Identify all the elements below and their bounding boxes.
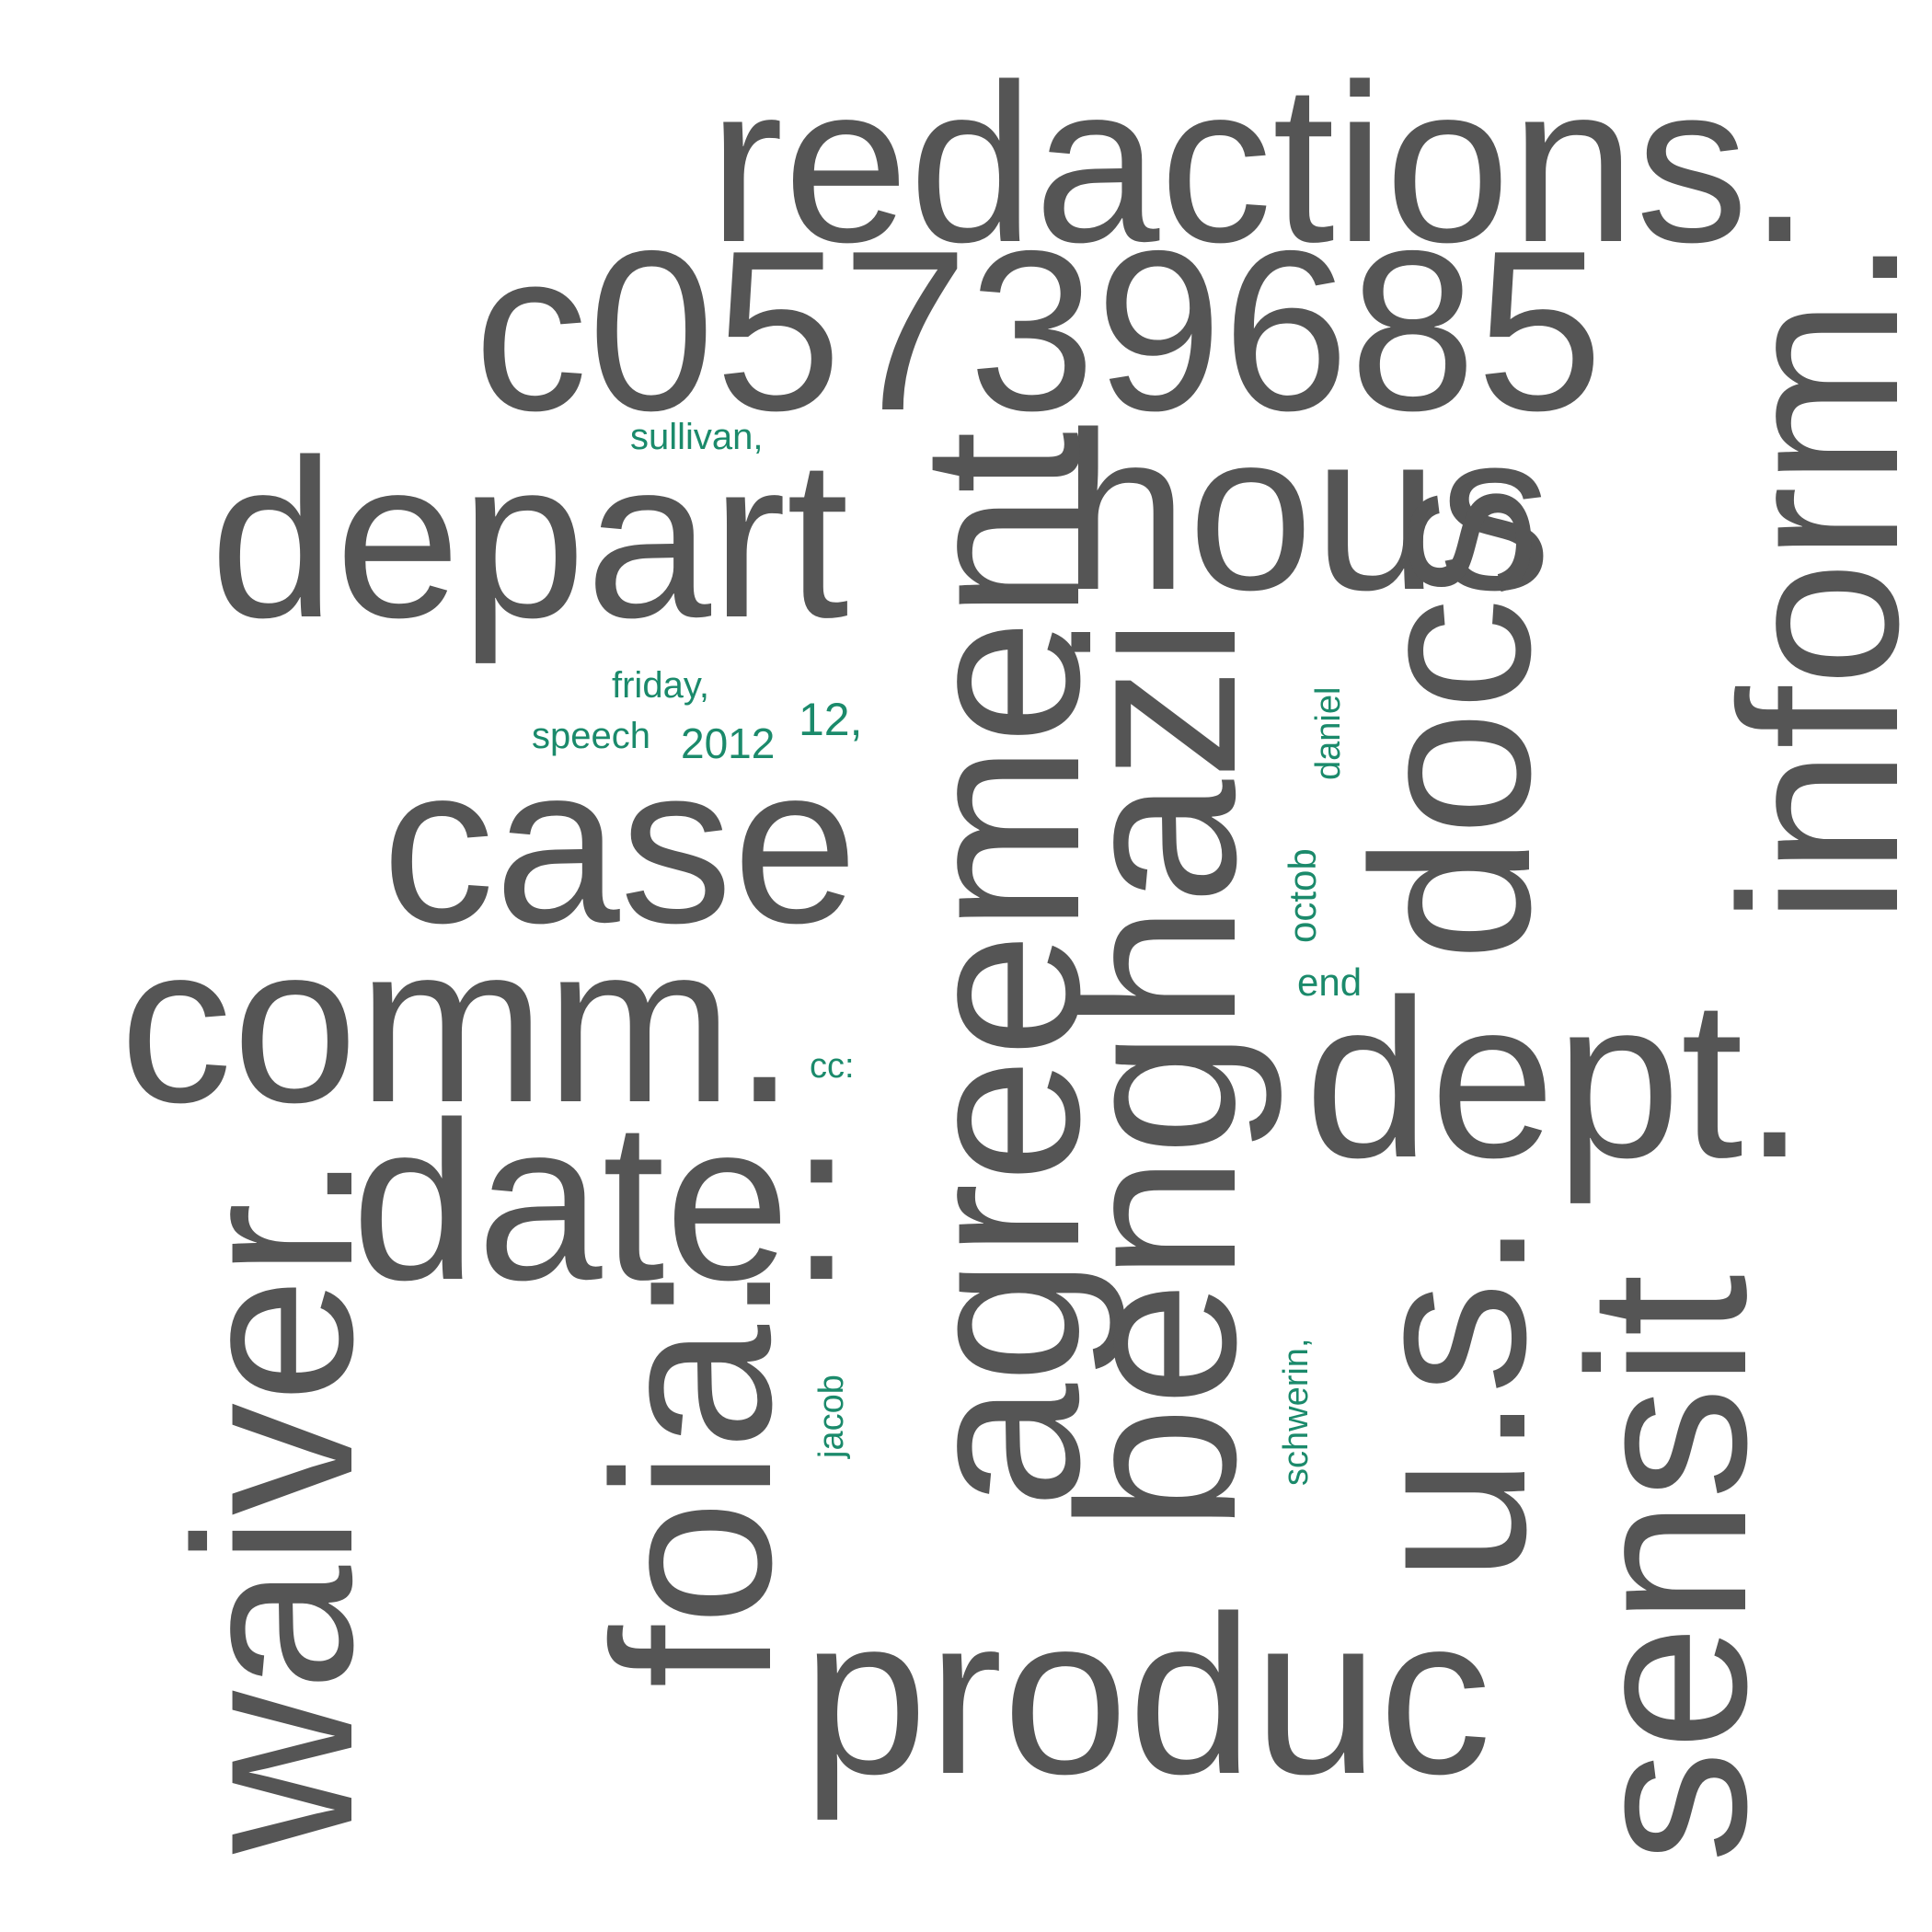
word-us: u.s. (1320, 1219, 1572, 1582)
word-daniel: daniel (1309, 686, 1348, 780)
word-case: case (382, 718, 858, 970)
word-sullivan: sullivan, (630, 417, 764, 457)
word-foia: foia: (566, 1261, 818, 1688)
word-octob: octob (1281, 848, 1324, 943)
word-sensit: sensit (1541, 1273, 1793, 1863)
word-redactions: redactions. (708, 37, 1811, 289)
word-jacob: jacob (812, 1374, 851, 1458)
word-speech: speech (532, 716, 650, 756)
word-date: date: (351, 1075, 853, 1327)
word-12: 12, (799, 694, 863, 745)
word-schwerin: schwerin, (1277, 1338, 1316, 1487)
word-end: end (1297, 960, 1363, 1004)
word-inform: inform. (1693, 236, 1932, 925)
word-waiver: waiver. (147, 1152, 399, 1854)
word-2012: 2012 (681, 719, 776, 767)
word-produc: produc (802, 1569, 1492, 1821)
word-dept: dept. (1305, 952, 1806, 1204)
word-c05739685: c05739685 (474, 202, 1604, 458)
word-depart: depart (210, 412, 849, 664)
word-docs: docs (1325, 485, 1577, 961)
word-cc: cc: (810, 1047, 855, 1086)
word-friday: friday, (612, 665, 709, 706)
word-benghazi: benghazi (1030, 616, 1282, 1532)
word-comm: comm. (120, 897, 796, 1149)
word-hous: hous (1063, 385, 1552, 637)
